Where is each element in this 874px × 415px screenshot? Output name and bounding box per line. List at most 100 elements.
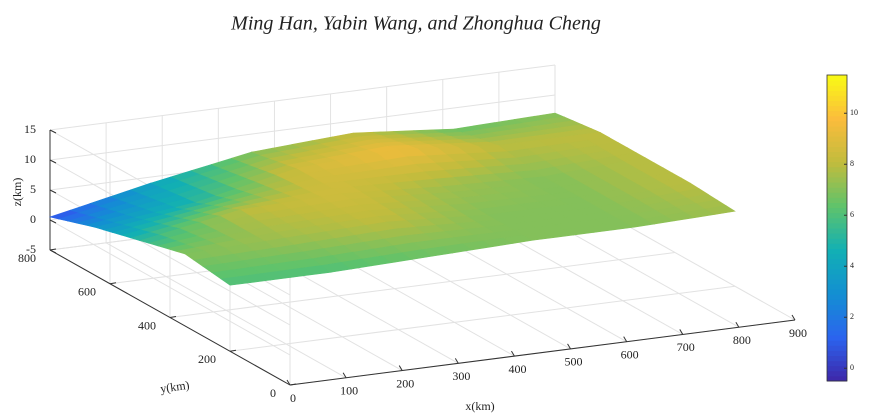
x-tick xyxy=(791,314,796,321)
colorbar-segment xyxy=(827,222,847,229)
x-tick-label: 300 xyxy=(452,369,470,383)
colorbar-segment xyxy=(827,100,847,107)
z-tick-label: 0 xyxy=(30,212,36,226)
colorbar-segment xyxy=(827,294,847,300)
colorbar-segment xyxy=(827,161,847,168)
x-tick-label: 200 xyxy=(396,376,414,390)
y-tick-label: 600 xyxy=(78,285,96,299)
colorbar-segment xyxy=(827,233,847,239)
y-tick xyxy=(169,316,177,318)
colorbar-segment xyxy=(827,258,847,265)
x-tick xyxy=(623,336,628,342)
colorbar-segment xyxy=(827,115,847,122)
colorbar-segment xyxy=(827,212,847,219)
colorbar-segment xyxy=(827,238,847,244)
x-tick xyxy=(679,329,684,335)
colorbar-segment xyxy=(827,192,847,198)
x-axis-label: x(km) xyxy=(465,399,494,413)
grid-line xyxy=(49,219,291,356)
z-tick xyxy=(49,189,57,194)
z-tick-label: -5 xyxy=(26,242,36,256)
colorbar-segment xyxy=(827,217,847,224)
colorbar-segment xyxy=(827,273,847,280)
z-tick-label: 10 xyxy=(24,152,36,166)
colorbar-segment xyxy=(827,289,847,295)
z-tick xyxy=(49,249,57,254)
x-tick xyxy=(398,365,403,371)
colorbar-segment xyxy=(827,355,847,362)
colorbar-segment xyxy=(827,110,847,117)
colorbar-segment xyxy=(827,228,847,234)
x-tick xyxy=(567,343,571,350)
colorbar-segment xyxy=(827,335,847,341)
x-tick xyxy=(735,321,740,328)
x-tick-label: 800 xyxy=(733,333,751,347)
colorbar-segment xyxy=(827,105,847,112)
colorbar-segment xyxy=(827,85,847,91)
colorbar-segment xyxy=(827,309,847,316)
grid-line xyxy=(49,64,556,131)
x-tick-label: 600 xyxy=(621,347,639,361)
grid-line xyxy=(169,252,676,318)
colorbar-frame xyxy=(826,74,848,382)
colorbar-tick-label: 10 xyxy=(850,108,858,117)
z-tick xyxy=(49,159,57,164)
colorbar-segment xyxy=(827,171,847,178)
colorbar-segment xyxy=(827,95,847,101)
colorbar-segment xyxy=(827,263,847,270)
colorbar-segment xyxy=(827,350,847,356)
x-tick-label: 900 xyxy=(789,326,807,340)
colorbar-tick-label: 2 xyxy=(850,312,854,321)
y-axis-label: y(km) xyxy=(159,378,190,396)
y-tick-label: 0 xyxy=(270,386,276,400)
colorbar-segment xyxy=(827,207,847,214)
colorbar-tick-label: 8 xyxy=(850,159,854,168)
colorbar-tick-label: 6 xyxy=(850,210,854,219)
colorbar-tick-label: 0 xyxy=(850,363,854,372)
colorbar-segment xyxy=(827,304,847,311)
y-tick xyxy=(49,248,57,251)
colorbar-segment xyxy=(827,80,847,86)
colorbar-segment xyxy=(827,187,847,193)
colorbar-segment xyxy=(827,279,847,285)
colorbar-segment xyxy=(827,146,847,152)
colorbar-segment xyxy=(827,370,847,377)
y-tick-label: 800 xyxy=(18,251,36,265)
z-tick-label: 15 xyxy=(24,122,36,136)
y-tick xyxy=(229,349,237,352)
grid-line xyxy=(49,94,556,161)
x-tick xyxy=(454,358,459,364)
colorbar-segment xyxy=(827,75,847,81)
colorbar-segment xyxy=(827,314,847,321)
colorbar-segment xyxy=(827,136,847,142)
colorbar-segment xyxy=(827,284,847,290)
chart-title: Ming Han, Yabin Wang, and Zhonghua Cheng xyxy=(230,13,601,35)
y-tick-label: 400 xyxy=(138,318,156,332)
colorbar-segment xyxy=(827,126,847,132)
colorbar-segment xyxy=(827,166,847,173)
x-tick xyxy=(286,379,291,386)
x-tick-label: 0 xyxy=(290,391,296,405)
y-tick xyxy=(109,282,117,285)
colorbar-segment xyxy=(827,120,847,127)
z-tick xyxy=(49,219,57,224)
colorbar-segment xyxy=(827,131,847,137)
z-tick xyxy=(49,129,57,134)
colorbar-segment xyxy=(827,243,847,249)
colorbar-segment xyxy=(827,330,847,336)
colorbar-segment xyxy=(827,340,847,346)
colorbar-segment xyxy=(827,151,847,158)
grid-line xyxy=(229,285,736,352)
colorbar-segment xyxy=(827,299,847,305)
colorbar-segment xyxy=(827,319,847,326)
surface-patch xyxy=(704,205,736,215)
y-tick xyxy=(289,383,297,386)
colorbar-segment xyxy=(827,182,847,188)
x-tick-label: 700 xyxy=(677,340,695,354)
colorbar-segment xyxy=(827,253,847,260)
z-axis-label: z(km) xyxy=(10,178,24,207)
z-tick-label: 5 xyxy=(30,182,36,196)
colorbar-tick-label: 4 xyxy=(850,261,854,270)
x-tick-label: 500 xyxy=(565,355,583,369)
